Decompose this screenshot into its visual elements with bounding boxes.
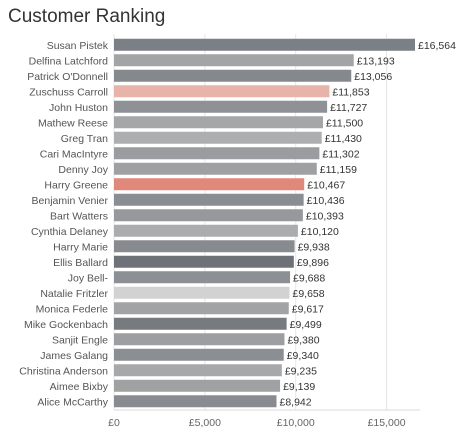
bar [114, 317, 287, 330]
bar [114, 69, 352, 82]
bar [114, 224, 298, 237]
bar [114, 178, 305, 191]
category-label: Harry Marie [53, 241, 108, 253]
x-tick-label: £10,000 [277, 417, 315, 429]
category-label: Joy Bell- [68, 272, 109, 284]
value-label: £9,896 [297, 257, 329, 269]
bar [114, 240, 295, 253]
category-labels: Susan Pistek Delfina Latchford Patrick O'D… [19, 40, 108, 409]
x-tick-label: £0 [108, 417, 120, 429]
bar [114, 286, 290, 299]
category-label: Zuschuss Carroll [29, 86, 108, 98]
category-label: John Huston [49, 102, 108, 114]
bar [114, 38, 415, 51]
value-label: £9,617 [292, 303, 324, 315]
value-label: £9,340 [287, 350, 319, 362]
bar [114, 131, 322, 144]
value-label: £13,193 [357, 55, 395, 67]
bar [114, 395, 277, 408]
value-label: £8,942 [279, 396, 311, 408]
value-label: £9,688 [293, 272, 325, 284]
category-label: Cari MacIntyre [40, 148, 108, 160]
category-label: Cynthia Delaney [31, 226, 109, 238]
bar [114, 147, 320, 160]
bar [114, 100, 328, 113]
x-tick-label: £5,000 [189, 417, 221, 429]
category-label: Natalie Fritzler [40, 288, 108, 300]
bar [114, 271, 291, 284]
bar [114, 333, 285, 346]
category-label: Aimee Bixby [50, 381, 109, 393]
category-label: Patrick O'Donnell [27, 71, 108, 83]
value-label: £16,564 [418, 40, 456, 52]
category-label: Mike Gockenbach [24, 319, 108, 331]
bar [114, 209, 303, 222]
category-label: Greg Tran [61, 133, 108, 145]
category-label: Monica Federle [36, 303, 109, 315]
bar [114, 162, 317, 175]
category-label: Bart Watters [50, 210, 108, 222]
bar [114, 348, 284, 361]
bar [114, 116, 323, 129]
category-label: Christina Anderson [19, 365, 108, 377]
category-label: Harry Greene [44, 179, 108, 191]
value-label: £11,500 [326, 117, 363, 129]
category-label: Denny Joy [58, 164, 108, 176]
value-labels: £16,564 £13,193 £13,056 £11,853 £11,727 £11,5… [279, 40, 456, 409]
bar [114, 379, 281, 392]
value-label: £9,938 [298, 241, 330, 253]
bar [114, 193, 304, 206]
category-label: Sanjit Engle [52, 334, 108, 346]
bar [114, 54, 354, 67]
value-label: £10,467 [307, 179, 345, 191]
category-label: Benjamin Venier [32, 195, 109, 207]
category-label: Delfina Latchford [29, 55, 109, 67]
bar [114, 302, 289, 315]
bar [114, 255, 294, 268]
value-label: £11,853 [332, 86, 369, 98]
category-label: Alice McCarthy [37, 396, 108, 408]
value-label: £10,120 [301, 226, 339, 238]
value-label: £11,430 [325, 133, 362, 145]
value-label: £10,393 [306, 210, 344, 222]
category-label: Mathew Reese [38, 117, 108, 129]
x-tick-label: £15,000 [368, 417, 406, 429]
category-label: James Galang [40, 350, 108, 362]
bar [114, 364, 282, 377]
value-label: £9,658 [293, 288, 325, 300]
x-axis: £0 £5,000 £10,000 £15,000 [108, 409, 420, 429]
bar [114, 85, 330, 98]
chart-title: Customer Ranking [8, 6, 166, 27]
value-label: £11,727 [330, 102, 367, 114]
value-label: £13,056 [354, 71, 392, 83]
value-label: £10,436 [307, 195, 345, 207]
category-label: Susan Pistek [47, 40, 109, 52]
value-label: £9,235 [285, 365, 317, 377]
value-label: £11,302 [322, 148, 359, 160]
value-label: £9,380 [287, 334, 319, 346]
bars [114, 38, 415, 408]
value-label: £9,499 [290, 319, 322, 331]
value-label: £9,139 [283, 381, 315, 393]
value-label: £11,159 [320, 164, 357, 176]
category-label: Ellis Ballard [53, 257, 108, 269]
